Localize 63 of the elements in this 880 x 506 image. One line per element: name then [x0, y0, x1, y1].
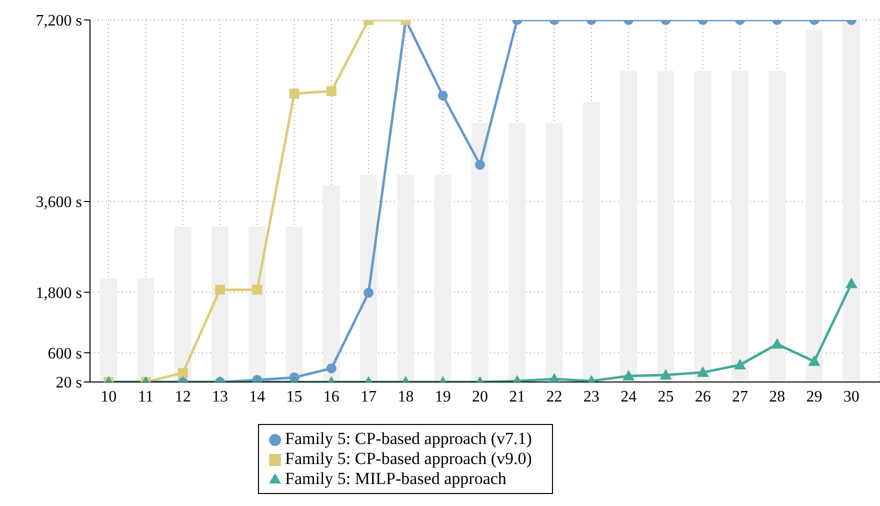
point: [215, 284, 225, 295]
point: [845, 278, 858, 288]
x-tick-label: 22: [546, 388, 562, 406]
bar: [546, 122, 563, 382]
point: [771, 338, 784, 349]
bar: [211, 226, 228, 382]
bar: [397, 174, 414, 382]
x-tick-label: 21: [509, 388, 526, 406]
bar: [508, 122, 526, 382]
x-tick-label: 10: [100, 388, 117, 406]
x-tick-label: 19: [434, 388, 451, 406]
x-tick-label: 27: [732, 388, 748, 406]
bar: [731, 70, 748, 382]
point: [252, 284, 262, 295]
bar: [842, 20, 860, 382]
x-tick-label: 25: [658, 388, 674, 406]
bar: [137, 278, 154, 382]
point: [326, 86, 336, 96]
bar: [434, 174, 452, 382]
bar: [657, 70, 674, 382]
x-tick-label: 26: [694, 388, 711, 406]
x-tick-label: 16: [323, 388, 340, 406]
x-tick-label: 28: [769, 388, 786, 406]
x-tick-label: 18: [398, 388, 414, 406]
x-tick-label: 29: [806, 388, 822, 406]
bar: [806, 30, 823, 382]
bar: [768, 70, 786, 382]
legend-label: Family 5: MILP-based approach: [285, 469, 506, 488]
x-tick-label: 24: [620, 388, 637, 406]
x-tick-label: 14: [249, 388, 266, 406]
y-tick-label: 3,600 s: [36, 194, 82, 212]
bar: [174, 226, 192, 382]
y-tick-label: 1,800 s: [36, 284, 82, 302]
point: [622, 370, 635, 380]
x-tick-label: 15: [286, 388, 302, 406]
legend-label: Family 5: CP-based approach (v9.0): [285, 449, 532, 468]
y-tick-label: 600 s: [48, 345, 82, 362]
point: [364, 288, 374, 298]
bar: [582, 102, 600, 382]
bar: [694, 70, 712, 382]
bar: [286, 226, 303, 382]
bar: [100, 278, 117, 382]
x-tick-label: 13: [212, 388, 228, 406]
x-tick-label: 20: [472, 388, 488, 406]
x-tick-label: 12: [174, 388, 191, 406]
bar: [620, 70, 637, 382]
y-tick-label: 7,200 s: [36, 12, 82, 30]
point: [660, 368, 672, 380]
bar: [360, 174, 377, 382]
point: [808, 355, 820, 366]
point: [438, 90, 448, 101]
x-tick-label: 23: [583, 388, 600, 406]
bar: [322, 185, 340, 382]
x-tick-label: 11: [138, 388, 154, 406]
x-tick-label: 30: [843, 388, 860, 406]
point: [734, 358, 746, 370]
point: [475, 160, 485, 170]
point: [289, 88, 300, 99]
y-tick-label: 20 s: [56, 374, 82, 392]
bar: [471, 122, 488, 382]
x-tick-label: 17: [360, 388, 377, 406]
legend-label: Family 5: CP-based approach (v7.1): [285, 429, 532, 448]
point: [696, 366, 709, 377]
